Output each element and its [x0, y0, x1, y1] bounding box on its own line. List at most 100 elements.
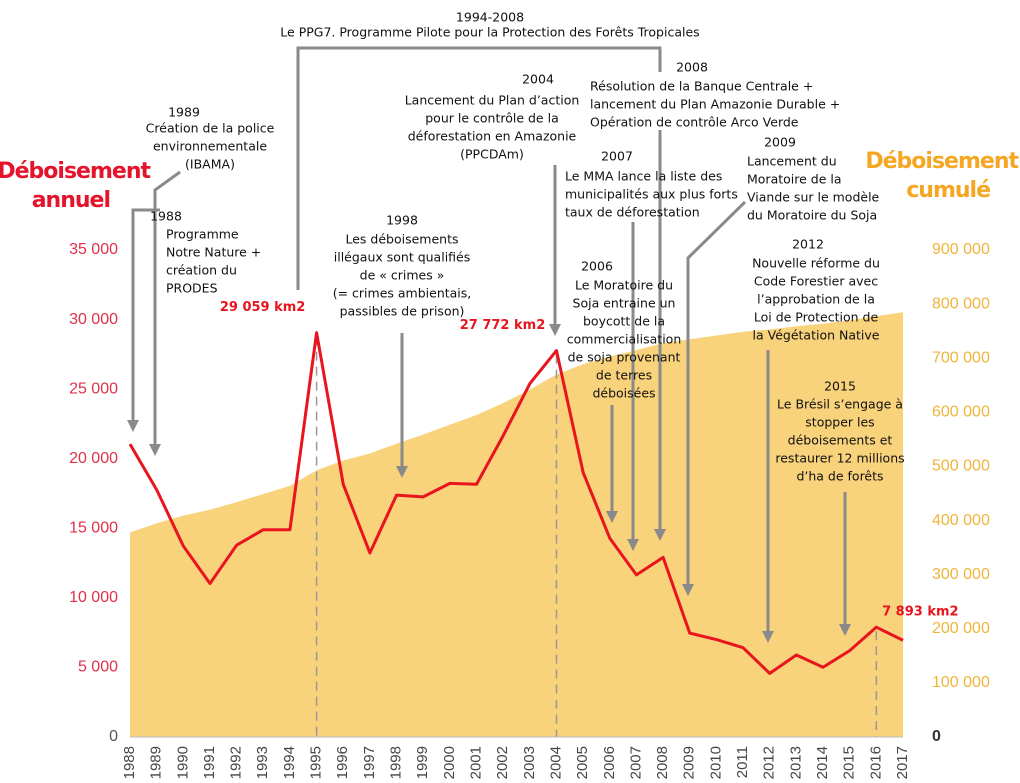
annotation-year: 2015 [824, 379, 856, 394]
annotation-year: 2009 [764, 135, 796, 150]
y-tick-label: 15 000 [69, 520, 118, 537]
x-tick-label: 2011 [734, 746, 751, 778]
x-tick-label: 1997 [361, 746, 378, 779]
y-axis-title: annuel [32, 188, 110, 213]
annotation-text: (PPCDAm) [460, 147, 524, 162]
data-label: 27 772 km2 [460, 318, 546, 333]
x-tick-label: 2010 [707, 746, 724, 779]
annotation-year: 2008 [676, 60, 708, 75]
x-tick-label: 1992 [228, 746, 245, 779]
annotation-text: illégaux sont qualifiés [334, 250, 471, 265]
y-tick-label: 20 000 [69, 450, 118, 467]
x-tick-label: 2000 [441, 746, 458, 779]
y2-tick-label: 300 000 [932, 566, 990, 583]
annotation-year: 2004 [522, 72, 554, 87]
data-label: 7 893 km2 [882, 605, 958, 620]
annotation-text: municipalités aux plus forts [565, 187, 738, 202]
y2-tick-label: 100 000 [932, 674, 990, 691]
annotation-arrow [127, 208, 160, 432]
annotation-text: taux de déforestation [565, 205, 700, 220]
y-tick-label: 35 000 [69, 241, 118, 258]
y2-axis-title: cumulé [906, 178, 990, 203]
y-tick-label: 5 000 [78, 659, 118, 676]
annotation-text: Soja entraine un [573, 296, 676, 311]
y-tick-label: 0 [109, 728, 118, 745]
y-tick-label: 30 000 [69, 311, 118, 328]
x-tick-label: 2009 [681, 746, 698, 779]
x-tick-label: 1989 [148, 746, 165, 779]
annotation-text: Code Forestier avec [754, 274, 878, 289]
annotation-text: restaurer 12 millions [775, 451, 904, 466]
annotation-arrow [149, 170, 181, 456]
y-tick-label: 25 000 [69, 380, 118, 397]
x-tick-label: 1993 [254, 746, 271, 779]
data-label: 29 059 km2 [220, 300, 306, 315]
annotation-text: Programme [166, 227, 239, 242]
x-tick-label: 1991 [201, 746, 218, 779]
y2-axis-title: Déboisement [865, 149, 1019, 174]
x-tick-label: 2003 [521, 746, 538, 779]
annual-line [128, 331, 904, 675]
annotation-text: lancement du Plan Amazonie Durable + [590, 97, 840, 112]
annotation-year: 2012 [792, 237, 824, 252]
x-tick-label: 2015 [841, 746, 858, 779]
annotation-arrow [682, 200, 747, 596]
annotation-text: Nouvelle réforme du [752, 256, 880, 271]
annotation-year: 1989 [168, 105, 200, 120]
x-tick-label: 2016 [867, 746, 884, 779]
x-tick-label: 2017 [894, 746, 911, 779]
annotation-text: passibles de prison) [340, 304, 465, 319]
x-tick-label: 1996 [334, 746, 351, 779]
annotation-text: Le Brésil s’engage à [777, 397, 903, 412]
annotation-year: 1988 [150, 209, 182, 224]
annotation-text: déboisées [592, 386, 655, 401]
y2-tick-label: 500 000 [932, 458, 990, 475]
annotation-text: environnementale [153, 139, 267, 154]
annotation-text: de terres [596, 368, 652, 383]
annotation-text: commercialisation [567, 332, 682, 347]
x-tick-label: 1999 [414, 746, 431, 779]
y2-tick-label: 400 000 [932, 512, 990, 529]
x-tick-label: 1998 [388, 746, 405, 779]
y2-tick-label: 600 000 [932, 404, 990, 421]
annotation-text: pour le contrôle de la [425, 111, 558, 126]
annotation-text: Lancement du Plan d’action [405, 93, 580, 108]
annotation-text: l’approbation de la [757, 292, 875, 307]
annotation-text: Lancement du [747, 154, 837, 169]
x-tick-label: 1990 [174, 746, 191, 779]
x-tick-label: 2006 [601, 746, 618, 779]
annotation-text: déforestation en Amazonie [408, 129, 577, 144]
x-tick-label: 2013 [787, 746, 804, 779]
annotation-year: 2006 [581, 259, 613, 274]
y2-tick-label: 700 000 [932, 349, 990, 366]
x-tick-label: 1994 [281, 746, 298, 779]
annotation-text: Le Moratoire du [575, 278, 673, 293]
annotation-text: Création de la police [146, 121, 275, 136]
annotation-year: 1998 [386, 213, 418, 228]
annotation-text: (IBAMA) [185, 157, 235, 172]
x-tick-label: 2001 [467, 746, 484, 779]
y2-tick-label: 800 000 [932, 295, 990, 312]
cumulative-area [130, 312, 903, 737]
annotation-text: Le PPG7. Programme Pilote pour la Protec… [280, 25, 699, 40]
annotation-text: Moratoire de la [747, 172, 842, 187]
annotation-text: (= crimes ambientais, [333, 286, 472, 301]
annotation-text: la Végétation Native [753, 328, 880, 343]
annotation-text: de soja provenant [568, 350, 681, 365]
annotation-year: 2007 [601, 149, 633, 164]
annotation-text: Les déboisements [345, 232, 458, 247]
x-tick-label: 1995 [308, 746, 325, 779]
annotation-text: d’ha de forêts [796, 469, 883, 484]
annotation-text: du Moratoire du Soja [747, 208, 877, 223]
annotation-text: boycott de la [583, 314, 665, 329]
annotation-text: PRODES [166, 281, 218, 296]
annotation-text: déboisements et [788, 433, 893, 448]
y2-tick-label: 200 000 [932, 620, 990, 637]
y-tick-label: 10 000 [69, 589, 118, 606]
x-tick-label: 2005 [574, 746, 591, 779]
annotation-text: stopper les [805, 415, 874, 430]
x-tick-label: 2007 [627, 746, 644, 779]
x-tick-label: 2012 [761, 746, 778, 779]
y2-tick-label: 900 000 [932, 241, 990, 258]
